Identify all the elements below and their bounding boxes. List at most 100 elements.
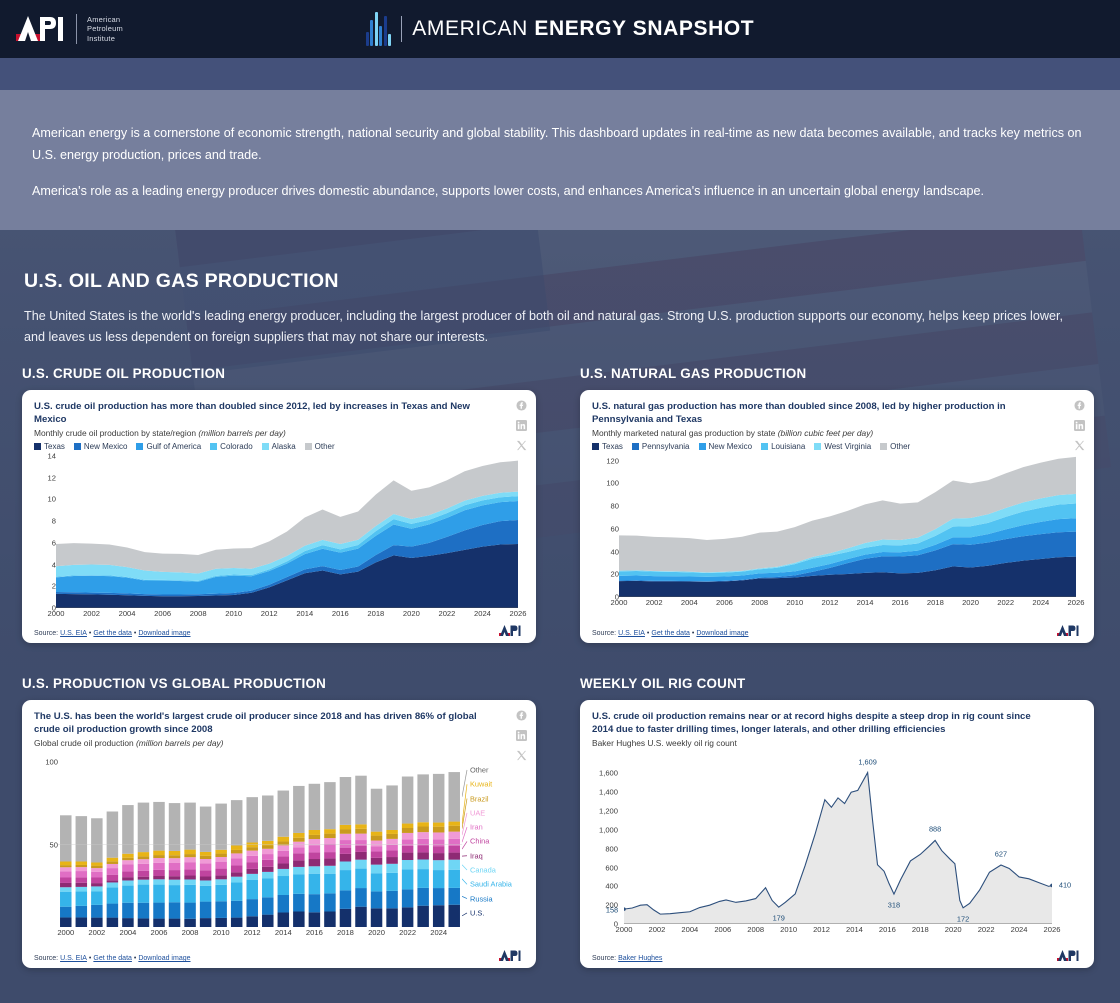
facebook-icon[interactable]	[516, 710, 527, 721]
legend-item[interactable]: Other	[880, 442, 910, 451]
bar-segment	[60, 871, 72, 878]
bar-segment	[75, 877, 88, 883]
chart-plot-natural-gas: 0 20 40 60 80 100 120 2000 2002 2004 2006 2008 2010 2…	[606, 455, 1084, 607]
area-series-other	[56, 460, 518, 574]
download-image-link[interactable]: Download image	[696, 630, 749, 637]
y-tick-label: 1,600	[598, 768, 618, 778]
bar-segment	[432, 826, 445, 833]
legend-item[interactable]: Alaska	[261, 442, 296, 451]
x-tick-label: 2020	[962, 598, 979, 607]
bar-segment	[370, 835, 383, 841]
x-tick-label: 2010	[780, 925, 798, 934]
x-tick-label: 2010	[225, 609, 243, 618]
legend-item[interactable]: Other	[304, 442, 335, 451]
legend-item[interactable]: Gulf of America	[136, 442, 201, 451]
legend-swatch	[73, 443, 81, 450]
api-mini-logo-1	[499, 625, 521, 636]
card-body-natural-gas: U.S. natural gas production has more tha…	[580, 390, 1094, 643]
bar-segment	[262, 845, 274, 849]
y-tick-label: 4	[51, 560, 56, 570]
bar-segment	[153, 876, 165, 880]
x-tick-label: 2020	[944, 925, 962, 934]
x-icon[interactable]	[516, 440, 527, 451]
api-logo[interactable]: American Petroleum Institute	[14, 14, 123, 44]
legend-item[interactable]: Pennsylvania	[631, 442, 690, 451]
bar-segment	[401, 852, 414, 861]
bar-segment	[448, 845, 460, 853]
bar-segment	[184, 884, 196, 903]
bar-segment	[262, 848, 274, 855]
bar-segment	[308, 912, 321, 927]
source-link-eia[interactable]: U.S. EIA	[60, 955, 87, 962]
get-the-data-link[interactable]: Get the data	[93, 955, 132, 962]
bar-segment	[91, 917, 103, 927]
line-series	[623, 770, 1053, 915]
card-footer-2: Source: U.S. EIA • Get the data • Download i…	[592, 624, 1082, 637]
source-link-baker-hughes[interactable]: Baker Hughes	[618, 955, 663, 962]
get-the-data-link[interactable]: Get the data	[93, 630, 132, 637]
x-tick-label: 2016	[305, 928, 323, 937]
logo-word-institute: Institute	[87, 33, 116, 43]
legend-item[interactable]: Colorado	[210, 442, 253, 451]
bar-segment	[91, 904, 103, 918]
bar-segment	[339, 870, 352, 891]
get-the-data-link[interactable]: Get the data	[651, 630, 690, 637]
brand-prefix: AMERICAN	[412, 17, 535, 40]
source-link-eia[interactable]: U.S. EIA	[618, 630, 645, 637]
legend-item[interactable]: Louisiana	[761, 442, 805, 451]
x-icon[interactable]	[1074, 440, 1085, 451]
download-image-link[interactable]: Download image	[138, 955, 191, 962]
y-tick-label: 1,400	[598, 787, 618, 797]
y-tick-label: 14	[47, 451, 56, 461]
bar-segment	[293, 911, 305, 927]
bar-segment	[230, 917, 243, 927]
facebook-icon[interactable]	[516, 400, 527, 411]
bar-segment	[75, 886, 88, 892]
bar-segment	[432, 832, 445, 840]
bar-segment	[370, 840, 383, 847]
x-tick-label: 2002	[88, 928, 106, 937]
linkedin-icon[interactable]	[516, 420, 527, 431]
bar-segment	[168, 850, 181, 856]
annotation-158: 158	[605, 905, 619, 915]
y-tick-label: 50	[49, 840, 58, 849]
legend-item[interactable]: New Mexico	[73, 442, 127, 451]
x-tick-label: 2024	[474, 609, 491, 618]
bar-segment	[386, 844, 398, 851]
bar-segment	[230, 876, 243, 883]
y-axis: 0 2 4 6 8 10 12 14	[32, 452, 58, 613]
download-image-link[interactable]: Download image	[138, 630, 191, 637]
x-tick-label: 2014	[856, 598, 874, 607]
linkedin-icon[interactable]	[516, 730, 527, 741]
area-series-texas	[56, 543, 518, 608]
bar-segment	[355, 888, 367, 907]
linkedin-icon[interactable]	[1074, 420, 1085, 431]
legend-item[interactable]: Texas	[34, 442, 65, 451]
bar-segment	[75, 917, 88, 927]
legend-item[interactable]: Texas	[592, 442, 623, 451]
bar-segment	[230, 845, 243, 850]
bar-segment	[448, 831, 460, 839]
bar-segment	[215, 861, 227, 869]
bar-segment	[448, 904, 460, 927]
bar-segment	[355, 906, 367, 927]
sep2: •	[133, 630, 137, 637]
bar-segment	[184, 857, 196, 863]
bar-segment	[168, 862, 181, 871]
y-tick-label: 8	[51, 516, 56, 526]
bar-segment	[106, 868, 119, 875]
data-point	[622, 907, 626, 911]
source-link-eia[interactable]: U.S. EIA	[60, 630, 87, 637]
legend-item[interactable]: West Virginia	[814, 442, 871, 451]
legend-item[interactable]: New Mexico	[698, 442, 752, 451]
bar-segment	[60, 867, 72, 872]
y-tick-label: 20	[610, 569, 619, 579]
bar-segment	[293, 866, 305, 875]
bar-segment	[106, 874, 119, 881]
facebook-icon[interactable]	[1074, 400, 1085, 411]
bar-segment	[308, 852, 321, 860]
x-icon[interactable]	[516, 750, 527, 761]
x-tick-label: 2022	[997, 598, 1015, 607]
bar-segment	[184, 918, 196, 927]
bar-segment	[355, 851, 367, 860]
